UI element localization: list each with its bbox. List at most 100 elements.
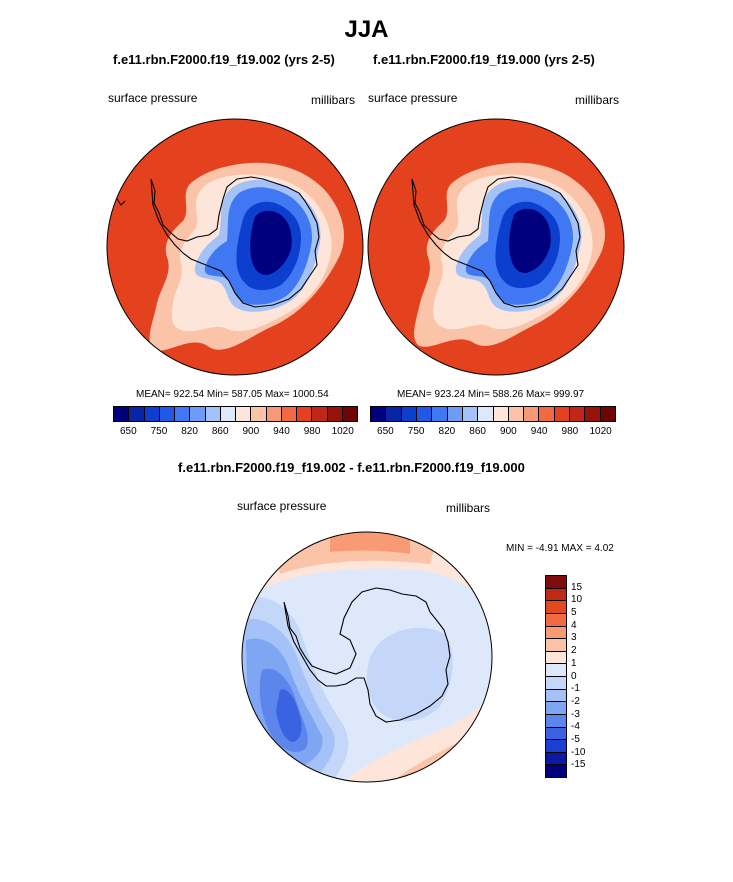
panel-3-colorbar-swatch [546, 702, 566, 715]
panel-3-coastline [283, 587, 451, 723]
panel-3-colorbar-tick-label: -4 [571, 721, 580, 733]
panel-1-colorbar-swatch [297, 407, 313, 421]
panel-1-left-label: surface pressure [108, 91, 198, 105]
panel-2-colorbar-swatch [478, 407, 494, 421]
panel-1-colorbar [113, 406, 358, 422]
panel-1-colorbar-swatch [312, 407, 328, 421]
panel-2-field-band-650 [509, 208, 551, 273]
panel-3-colorbar-swatch [546, 651, 566, 665]
panel-2-map-border [367, 118, 625, 376]
panel-2-colorbar-swatch [416, 407, 433, 421]
panel-1-colorbar-swatch [190, 407, 206, 421]
panel-3-colorbar-swatch [546, 727, 566, 741]
panel-3-colorbar-swatch [546, 613, 566, 627]
panel-1-colorbar-swatch [266, 407, 282, 421]
panel-3-colorbar-swatch [546, 714, 566, 728]
panel-1-colorbar-tick-label: 980 [303, 426, 321, 437]
panel-2-stats: MEAN= 923.24 Min= 588.26 Max= 999.97 [397, 389, 585, 400]
panel-1-colorbar-tick-label: 750 [150, 426, 168, 437]
panel-1-colorbar-tick-label: 1020 [331, 426, 354, 437]
panel-3-left-label: surface pressure [237, 499, 327, 513]
panel-2-colorbar-swatch [554, 407, 571, 421]
panel-2-colorbar [370, 406, 616, 422]
panel-2-colorbar-tick-label: 860 [469, 426, 486, 437]
panel-1-colorbar-swatch [144, 407, 160, 421]
panel-2-left-label: surface pressure [368, 91, 458, 105]
panel-2-map [367, 118, 625, 376]
figure-title: JJA [344, 16, 389, 43]
panel-3-colorbar-swatch [546, 626, 566, 640]
panel-1-colorbar-swatch [281, 407, 297, 421]
panel-2-colorbar-swatch [462, 407, 479, 421]
panel-1-map [106, 118, 364, 376]
panel-1-coastline [150, 176, 320, 308]
panel-3-colorbar-swatch [546, 677, 566, 690]
panel-1-colorbar-swatch [205, 407, 221, 421]
panel-1-colorbar-tick-label: 860 [211, 426, 229, 437]
panel-2-colorbar-swatch [432, 407, 448, 421]
panel-1-colorbar-swatch [342, 407, 357, 421]
panel-2-colorbar-tick-label: 820 [438, 426, 456, 437]
panel-3-colorbar-swatch [546, 664, 566, 677]
panel-1-colorbar-swatch [159, 407, 175, 421]
panel-3-colorbar-tick-label: 3 [571, 632, 577, 644]
panel-3-colorbar-tick-label: -15 [571, 759, 586, 771]
panel-2-colorbar-swatch [570, 407, 586, 421]
panel-1-colorbar-swatch [251, 407, 267, 421]
panel-3-field-positive-band-3 [330, 532, 410, 554]
panel-2-colorbar-tick-label: 980 [561, 426, 579, 437]
panel-2-colorbar-swatch [401, 407, 417, 421]
panel-2-colorbar-swatch [524, 407, 540, 421]
panel-3-colorbar-tick-label: -3 [571, 708, 580, 720]
panel-1-stats: MEAN= 922.54 Min= 587.05 Max= 1000.54 [136, 389, 329, 400]
panel-3-colorbar-swatch [546, 765, 566, 777]
panel-2-colorbar-swatch [539, 407, 555, 421]
panel-1-right-label: millibars [311, 93, 356, 107]
panel-3-colorbar-swatch [546, 752, 566, 766]
panel-2-colorbar-tick-label: 900 [500, 426, 517, 437]
panel-1-field-band-650 [250, 210, 292, 275]
panel-1-colorbar-tick-label: 650 [119, 426, 137, 437]
panel-2-title: f.e11.rbn.F2000.f19_f19.000 (yrs 2-5) [373, 52, 595, 67]
panel-1-colorbar-swatch [175, 407, 191, 421]
panel-2-colorbar-swatch [585, 407, 601, 421]
panel-1-colorbar-swatch [220, 407, 236, 421]
panel-3-stats: MIN = -4.91 MAX = 4.02 [506, 543, 614, 554]
panel-1-colorbar-swatch [327, 407, 343, 421]
panel-1-coastline-fragment [116, 198, 126, 206]
panel-3-colorbar-tick-label: 2 [571, 645, 577, 657]
panel-3-colorbar-tick-label: 15 [571, 581, 583, 593]
panel-3-colorbar-swatch [546, 689, 566, 703]
panel-3-field-negative-band-5 [276, 689, 302, 742]
panel-1-colorbar-tick-label: 900 [242, 426, 260, 437]
panel-2-colorbar-swatch [493, 407, 509, 421]
panel-2-colorbar-tick-label: 650 [377, 426, 394, 437]
panel-1-colorbar-tick-label: 820 [181, 426, 198, 437]
panel-2-colorbar-tick-label: 940 [530, 426, 548, 437]
panel-3-colorbar-swatch [546, 588, 566, 602]
panel-3-map-border [241, 531, 493, 783]
panel-1-colorbar-tick-label: 940 [273, 426, 290, 437]
panel-1-map-border [106, 118, 364, 376]
panel-1-colorbar-swatch [236, 407, 252, 421]
panel-3-colorbar-tick-label: 1 [571, 657, 577, 669]
panel-3-field-negative-band-7 [366, 627, 453, 722]
panel-3-colorbar-tick-label: 5 [571, 607, 577, 619]
panel-3-colorbar-swatch [546, 740, 566, 753]
panel-2-colorbar-tick-label: 1020 [589, 426, 612, 437]
panel-3-colorbar [545, 575, 567, 778]
panel-2-right-label: millibars [575, 93, 620, 107]
panel-2-colorbar-swatch [508, 407, 525, 421]
panel-3-title: f.e11.rbn.F2000.f19_f19.002 - f.e11.rbn.… [178, 460, 525, 475]
panel-2-coastline [411, 176, 581, 308]
panel-3-colorbar-tick-label: 4 [571, 619, 577, 631]
panel-3-colorbar-tick-label: 10 [571, 594, 583, 606]
panel-1-colorbar-swatch [114, 407, 130, 421]
panel-3-colorbar-tick-label: -10 [571, 746, 586, 758]
panel-3-map [241, 531, 493, 783]
panel-3-colorbar-tick-label: -5 [571, 733, 580, 745]
panel-3-colorbar-tick-label: -2 [571, 695, 580, 707]
panel-3-colorbar-swatch [546, 576, 566, 589]
panel-3-colorbar-tick-label: 0 [571, 670, 577, 682]
panel-3-right-label: millibars [446, 501, 491, 515]
